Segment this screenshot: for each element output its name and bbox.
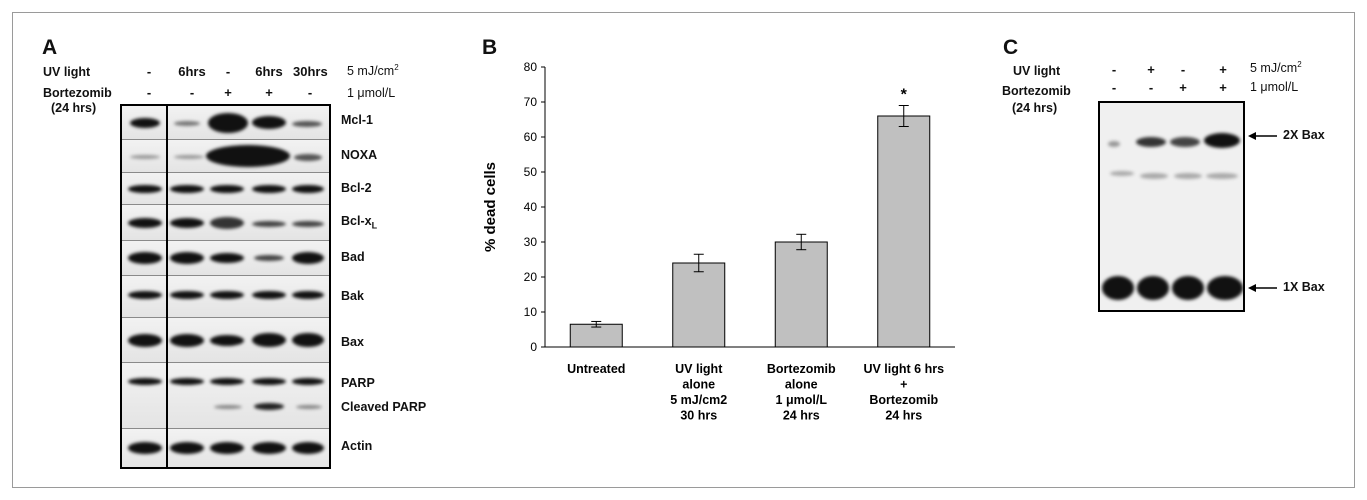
panel-a-bort-value: -	[307, 85, 313, 100]
western-blot-c	[1098, 101, 1245, 312]
panel-a-uv-value: 6hrs	[178, 64, 206, 79]
blot-row-actin	[122, 429, 329, 467]
lane-divider	[166, 106, 168, 467]
x-category-label: UV light	[675, 362, 723, 376]
panel-a-bort-value: +	[265, 85, 273, 100]
x-category-label: alone	[785, 378, 818, 392]
arrow-2x-bax-icon	[1248, 132, 1277, 140]
panel-c-bort-dose: 1 μmol/L	[1250, 80, 1299, 94]
y-tick-label: 50	[524, 165, 538, 179]
x-category-label: 5 mJ/cm2	[670, 393, 727, 407]
blot-row-bclx	[122, 205, 329, 241]
y-tick-label: 30	[524, 235, 538, 249]
x-category-label: UV light 6 hrs	[863, 362, 944, 376]
y-tick-label: 40	[524, 200, 538, 214]
panel-c-letter: C	[1003, 36, 1019, 59]
panel-a-uv-dose: 5 mJ/cm2	[347, 63, 399, 79]
panel-a-uv-label: UV light	[43, 65, 91, 79]
panel-a-bortezomib-label: Bortezomib	[43, 86, 112, 100]
x-category-label: Bortezomib	[869, 393, 938, 407]
panel-a-bort-value: -	[189, 85, 195, 100]
y-tick-label: 60	[524, 130, 538, 144]
panel-a-uv-value: -	[225, 64, 231, 79]
x-category-label: 24 hrs	[885, 409, 922, 423]
blot-row-mcl1	[122, 106, 329, 140]
panel-c-bort-value: +	[1219, 80, 1227, 95]
panel-a-time-label: (24 hrs)	[51, 101, 97, 115]
y-tick-label: 20	[524, 270, 538, 284]
y-tick-label: 0	[530, 340, 537, 354]
western-blot-a	[120, 104, 331, 469]
panel-a-letter: A	[42, 36, 58, 59]
bar	[877, 115, 931, 348]
panel-a-bort-value: +	[224, 85, 232, 100]
band-label-1x-bax: 1X Bax	[1283, 280, 1325, 294]
band-label-bak: Bak	[341, 289, 364, 303]
panel-a-bort-dose: 1 μmol/L	[347, 86, 396, 100]
band-label-bclxl: Bcl-xL	[341, 214, 378, 231]
x-category-label: alone	[682, 378, 715, 392]
x-category-label: 30 hrs	[680, 409, 717, 423]
band-arrows	[1248, 132, 1277, 292]
blot-row-noxa	[122, 140, 329, 173]
x-category-label: Bortezomib	[767, 362, 836, 376]
band-label-noxa: NOXA	[341, 148, 378, 162]
blot-row-bad	[122, 241, 329, 276]
band-label-mcl1: Mcl-1	[341, 113, 373, 127]
x-category-label: +	[900, 378, 907, 392]
significance-marker: *	[901, 87, 908, 104]
band-label-cleaved-parp: Cleaved PARP	[341, 400, 427, 414]
band-label-2x-bax: 2X Bax	[1283, 128, 1325, 142]
panel-a-uv-value: 6hrs	[255, 64, 283, 79]
panel-a-uv-value: -	[146, 64, 152, 79]
blot-row-bcl2	[122, 173, 329, 205]
blot-row-bax	[122, 318, 329, 363]
band-label-bcl2: Bcl-2	[341, 181, 372, 195]
panel-c-uv-value: +	[1147, 62, 1155, 77]
panel-b-letter: B	[482, 36, 498, 59]
bar	[672, 262, 726, 348]
panel-c-uv-value: -	[1111, 62, 1117, 77]
panel-c-uv-value: +	[1219, 62, 1227, 77]
panel-c-bort-value: -	[1111, 80, 1117, 95]
panel-c-time-label: (24 hrs)	[1012, 101, 1058, 115]
x-category-label: Untreated	[567, 362, 625, 376]
blot-row-bak	[122, 276, 329, 318]
panel-c-bort-value: -	[1148, 80, 1154, 95]
x-category-label: 1 μmol/L	[776, 393, 828, 407]
x-category-label: 24 hrs	[783, 409, 820, 423]
y-tick-label: 10	[524, 305, 538, 319]
y-tick-label: 80	[524, 60, 538, 74]
bar	[569, 323, 623, 348]
panel-c-uv-label: UV light	[1013, 64, 1061, 78]
band-label-actin: Actin	[341, 439, 373, 453]
panel-c-bort-value: +	[1179, 80, 1187, 95]
band-label-parp: PARP	[341, 376, 375, 390]
panel-a-bort-value: -	[146, 85, 152, 100]
panel-c-bortezomib-label: Bortezomib	[1002, 84, 1071, 98]
band-label-bax: Bax	[341, 335, 364, 349]
panel-a-uv-value: 30hrs	[293, 64, 328, 79]
y-axis-label: % dead cells	[482, 162, 499, 252]
band-label-bad: Bad	[341, 250, 365, 264]
figure-frame	[12, 12, 1355, 488]
panel-c-uv-value: -	[1180, 62, 1186, 77]
panel-c-uv-dose: 5 mJ/cm2	[1250, 60, 1302, 76]
arrow-1x-bax-icon	[1248, 284, 1277, 292]
bar	[774, 241, 828, 348]
y-tick-label: 70	[524, 95, 538, 109]
bar-chart: 0 10 20 30 40 50 60 70 80 % dead cells Untreated UV…	[482, 60, 955, 423]
blot-row-parp	[122, 363, 329, 429]
